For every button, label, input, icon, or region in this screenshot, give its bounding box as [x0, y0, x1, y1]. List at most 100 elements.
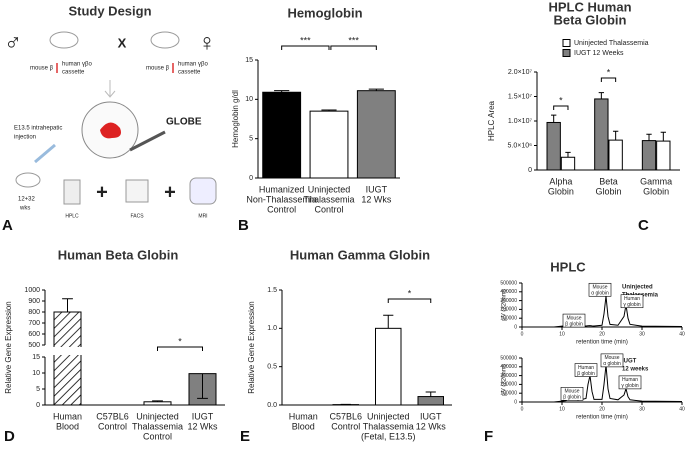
- panel-letter: F: [484, 428, 493, 445]
- legend-swatch: [562, 39, 571, 47]
- annotation: IUGT: [622, 359, 637, 365]
- y-tick-label: 200000: [500, 382, 517, 388]
- plus: +: [164, 181, 176, 203]
- age-label: wks: [19, 206, 30, 212]
- y-tick-label: 1.0×10⁷: [508, 118, 533, 125]
- significance-label: ***: [300, 35, 311, 45]
- y-tick-label: 900: [28, 298, 40, 305]
- significance-label: *: [559, 95, 563, 105]
- significance-bracket: [600, 77, 617, 82]
- y-tick-label: 0: [514, 399, 517, 405]
- chart-title: Human Gamma Globin: [290, 247, 430, 262]
- x-tick-label: IUGT: [366, 184, 388, 194]
- panel-title: Study Design: [68, 3, 151, 18]
- x-tick-label: Thalassemia: [303, 194, 354, 204]
- bar: [262, 91, 302, 179]
- mouse-icon: [150, 31, 180, 49]
- x-tick-label: 12 Wks: [361, 194, 392, 204]
- syringe: [129, 130, 166, 152]
- error-bar: [598, 92, 605, 99]
- x-tick-label: (Fetal, E13.5): [361, 431, 416, 441]
- bar: [356, 90, 396, 179]
- x-tick-label: Globin: [595, 186, 621, 196]
- y-tick-label: 500: [28, 342, 40, 349]
- peak-label: β globin: [565, 321, 583, 327]
- panel-letter: A: [2, 217, 13, 234]
- x-tick-label: Uninjected: [136, 411, 179, 421]
- peak-label-box: [562, 313, 586, 328]
- mouse-icon: [15, 172, 41, 188]
- y-axis-label: μV (220nm): [502, 364, 508, 395]
- study-design: Study Design ♂ mouse β human γβο cassett…: [2, 3, 217, 234]
- x-tick-label: Blood: [56, 421, 79, 431]
- legend-label: Uninjected Thalassemia: [574, 40, 649, 47]
- axis-break: [41, 347, 225, 355]
- significance-label: ***: [348, 35, 359, 45]
- annotation: 12 weeks: [622, 367, 649, 373]
- chromatogram: [522, 296, 683, 328]
- x-tick-label: IUGT: [192, 411, 214, 421]
- strain-label: mouse β: [30, 66, 54, 72]
- y-tick-label: 500000: [500, 280, 517, 286]
- male-symbol: ♂: [4, 29, 22, 56]
- significance-bracket: [553, 105, 569, 110]
- mri-icon: [189, 177, 217, 205]
- x-tick-label: Globin: [643, 186, 669, 196]
- peak-label: Mouse: [592, 285, 607, 291]
- y-tick-label: 1.0: [267, 325, 277, 332]
- significance-bracket: [330, 45, 377, 50]
- bar: [309, 110, 349, 179]
- plus: +: [96, 181, 108, 203]
- x-tick-label: 0: [521, 406, 524, 412]
- error-bar: [197, 373, 208, 399]
- y-tick-label: 200000: [500, 307, 517, 313]
- error-bar: [62, 298, 73, 312]
- bar: [546, 121, 561, 171]
- y-axis-label: Relative Gene Expression: [4, 301, 13, 394]
- x-tick-label: 20: [599, 331, 605, 337]
- y-tick-label: 1.5×10⁷: [508, 93, 533, 100]
- peak-label: Human: [624, 296, 640, 302]
- error-bar: [565, 151, 571, 158]
- liver-icon: [100, 122, 121, 139]
- x-axis-label: retention time (min): [576, 340, 628, 346]
- x-tick-label: Control: [267, 204, 296, 214]
- error-bar: [274, 90, 290, 93]
- y-tick-label: 0: [528, 167, 532, 174]
- x-tick-label: Human: [53, 411, 82, 421]
- peak-label-box: [618, 375, 642, 390]
- error-bar: [383, 314, 394, 329]
- y-tick-label: 0.0: [267, 402, 277, 409]
- y-tick-label: 600: [28, 331, 40, 338]
- panel-letter: E: [240, 428, 250, 445]
- legend-label: IUGT 12 Weeks: [574, 50, 624, 57]
- hplc-icon: [63, 179, 81, 205]
- significance-bracket: [387, 298, 432, 303]
- x-tick-label: 10: [559, 406, 565, 412]
- x-tick-label: 40: [679, 331, 685, 337]
- bar: [375, 327, 402, 406]
- chart-title: Hemoglobin: [287, 5, 362, 20]
- y-tick-label: 5: [36, 386, 40, 393]
- panel-letter: C: [638, 217, 649, 234]
- peak-label: Human: [578, 365, 594, 371]
- significance-label: *: [178, 336, 182, 346]
- error-bar: [646, 133, 652, 141]
- peak-label: β globin: [563, 395, 581, 401]
- bar: [560, 156, 576, 171]
- y-tick-label: 300000: [500, 298, 517, 304]
- significance-bracket: [157, 346, 203, 351]
- significance-label: *: [408, 288, 412, 298]
- y-axis-label: HPLC Area: [487, 100, 496, 141]
- y-tick-label: 300000: [500, 373, 517, 379]
- x-tick-label: 30: [639, 331, 645, 337]
- chromatogram: [522, 364, 683, 403]
- x-tick-label: Blood: [292, 421, 315, 431]
- cassette-label: human γβο: [62, 62, 92, 68]
- error-bar: [551, 114, 557, 123]
- vector-label: GLOBE: [166, 117, 202, 128]
- x-tick-label: 12 Wks: [416, 421, 447, 431]
- injection-label: injection: [14, 135, 36, 141]
- strain-label: mouse β: [146, 66, 170, 72]
